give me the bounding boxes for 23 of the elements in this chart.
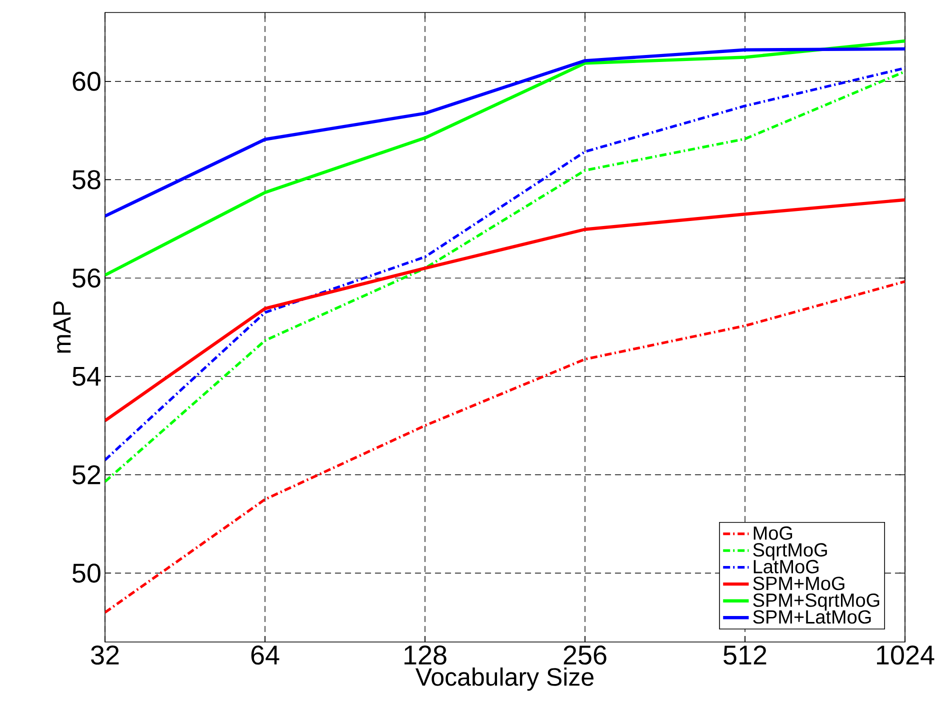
y-tick-label: 58 (72, 170, 100, 190)
x-tick-label: 128 (404, 646, 446, 665)
y-tick-label: 52 (72, 465, 100, 484)
line-series (105, 198, 905, 422)
y-tick-label: 50 (72, 564, 100, 583)
y-tick-label: 54 (72, 366, 101, 386)
x-tick-label: 64 (251, 646, 280, 665)
legend-label: MoG (754, 526, 792, 540)
x-tick-label: 512 (724, 646, 766, 665)
legend-label: SqrtMoG (753, 543, 827, 560)
x-axis-title: Vocabulary Size (415, 668, 594, 691)
x-tick-label: 256 (564, 646, 606, 665)
y-tick-label: 60 (72, 72, 100, 91)
x-tick-label: 32 (91, 646, 119, 665)
y-axis-title: mAP (53, 301, 71, 353)
x-tick-label: 1024 (877, 646, 934, 665)
legend-label: SPM+MoG (753, 576, 844, 590)
legend-label: SPM+SqrtMoG (753, 593, 880, 611)
legend-label: LatMoG (754, 560, 818, 574)
line-series (105, 39, 905, 277)
line-series (105, 47, 905, 218)
y-tick-label: 56 (72, 268, 100, 288)
legend-label: SPM+LatMoG (753, 610, 871, 624)
